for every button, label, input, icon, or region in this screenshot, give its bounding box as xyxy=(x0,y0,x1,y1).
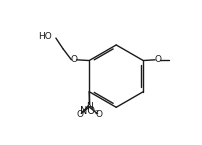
Text: NO₂: NO₂ xyxy=(80,106,99,116)
Text: O: O xyxy=(154,55,161,64)
Text: O: O xyxy=(70,55,78,64)
Text: O: O xyxy=(76,110,83,119)
Text: HO: HO xyxy=(38,32,52,41)
Text: O: O xyxy=(95,110,102,119)
Text: N: N xyxy=(86,102,93,111)
